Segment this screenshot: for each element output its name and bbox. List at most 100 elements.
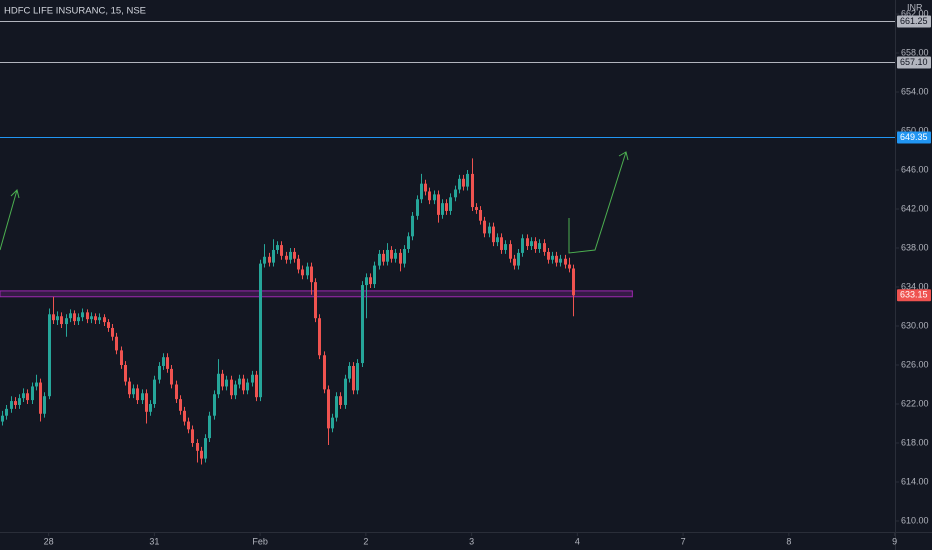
candle-body bbox=[534, 241, 537, 249]
candle-body bbox=[285, 255, 288, 260]
chart-title: HDFC LIFE INSURANC, 15, NSE bbox=[4, 6, 146, 17]
candle-body bbox=[183, 410, 186, 422]
candle-body bbox=[65, 318, 68, 325]
currency-label: INR bbox=[907, 2, 923, 12]
candle-body bbox=[314, 282, 317, 319]
candle-body bbox=[517, 252, 520, 266]
y-tick-label: 646.00 bbox=[901, 164, 929, 174]
candle-body bbox=[217, 373, 220, 395]
candle-body bbox=[504, 244, 507, 250]
candle-body bbox=[390, 249, 393, 259]
candle-body bbox=[411, 215, 414, 237]
candle-body bbox=[318, 318, 321, 356]
candle-body bbox=[26, 393, 29, 401]
candle-body bbox=[386, 249, 389, 262]
y-tick-label: 634.00 bbox=[901, 281, 929, 291]
candle-body bbox=[191, 429, 194, 443]
candle-body bbox=[462, 178, 465, 187]
candle-body bbox=[492, 226, 495, 243]
candle-body bbox=[394, 252, 397, 259]
candle-body bbox=[263, 256, 266, 264]
level-label-bg bbox=[897, 15, 931, 28]
candle-body bbox=[454, 189, 457, 198]
candle-body bbox=[441, 203, 444, 215]
y-tick-label: 654.00 bbox=[901, 86, 929, 96]
y-tick-label: 662.00 bbox=[901, 8, 929, 18]
candle-body bbox=[272, 249, 275, 263]
y-tick-label: 642.00 bbox=[901, 203, 929, 213]
candle-body bbox=[356, 363, 359, 391]
x-tick-label: 8 bbox=[786, 536, 791, 546]
candle-body bbox=[500, 237, 503, 250]
candle-body bbox=[255, 374, 258, 398]
candle-body bbox=[369, 277, 372, 285]
candle-body bbox=[39, 382, 42, 414]
candle-body bbox=[213, 394, 216, 416]
candle-body bbox=[52, 314, 55, 321]
candle-body bbox=[433, 194, 436, 201]
candle-body bbox=[475, 207, 478, 210]
candle-body bbox=[35, 382, 38, 387]
candle-body bbox=[31, 386, 34, 401]
candle-body bbox=[166, 357, 169, 369]
candle-body bbox=[221, 373, 224, 387]
candle-body bbox=[204, 438, 207, 459]
x-tick-label: 2 bbox=[363, 536, 368, 546]
plot-area bbox=[0, 21, 895, 465]
candle-body bbox=[10, 401, 13, 409]
candle-body bbox=[352, 365, 355, 391]
candle-body bbox=[145, 393, 148, 412]
candle-body bbox=[132, 388, 135, 395]
candle-body bbox=[124, 365, 127, 382]
candle-body bbox=[153, 379, 156, 404]
candle-body bbox=[128, 381, 131, 395]
candle-body bbox=[559, 258, 562, 263]
candle-body bbox=[378, 253, 381, 266]
candle-body bbox=[568, 264, 571, 269]
candle-body bbox=[5, 408, 8, 416]
candle-body bbox=[521, 238, 524, 253]
candle-body bbox=[136, 388, 139, 401]
candle-body bbox=[18, 398, 21, 405]
candle-body bbox=[200, 450, 203, 459]
candle-body bbox=[280, 245, 283, 256]
candle-body bbox=[69, 313, 72, 319]
level-label: 661.25 bbox=[900, 16, 928, 26]
candle-body bbox=[120, 350, 123, 366]
candle-body bbox=[179, 399, 182, 411]
drawn-arrow bbox=[568, 151, 629, 254]
candle-body bbox=[259, 263, 262, 398]
candle-body bbox=[306, 266, 309, 276]
y-tick-label: 658.00 bbox=[901, 47, 929, 57]
candle-body bbox=[331, 417, 334, 429]
candle-body bbox=[77, 317, 80, 322]
candle-body bbox=[555, 255, 558, 263]
candle-body bbox=[230, 379, 233, 396]
candle-body bbox=[162, 357, 165, 366]
level-label: 657.10 bbox=[900, 57, 928, 67]
candle-body bbox=[301, 269, 304, 276]
candle-body bbox=[339, 396, 342, 405]
x-tick-label: 9 bbox=[892, 536, 897, 546]
candle-body bbox=[98, 317, 101, 321]
candle-body bbox=[81, 312, 84, 318]
candle-body bbox=[103, 317, 106, 323]
candle-body bbox=[564, 258, 567, 265]
y-tick-label: 618.00 bbox=[901, 437, 929, 447]
x-tick-label: Feb bbox=[252, 536, 268, 546]
candle-body bbox=[175, 384, 178, 400]
candle-body bbox=[149, 403, 152, 412]
candle-body bbox=[111, 327, 114, 337]
candle-body bbox=[327, 389, 330, 429]
candle-body bbox=[238, 378, 241, 385]
candle-body bbox=[547, 251, 550, 260]
candle-body bbox=[268, 256, 271, 263]
candle-body bbox=[407, 236, 410, 249]
candle-body bbox=[141, 393, 144, 401]
candle-body bbox=[251, 374, 254, 383]
candle-body bbox=[276, 245, 279, 250]
candle-body bbox=[196, 442, 199, 451]
